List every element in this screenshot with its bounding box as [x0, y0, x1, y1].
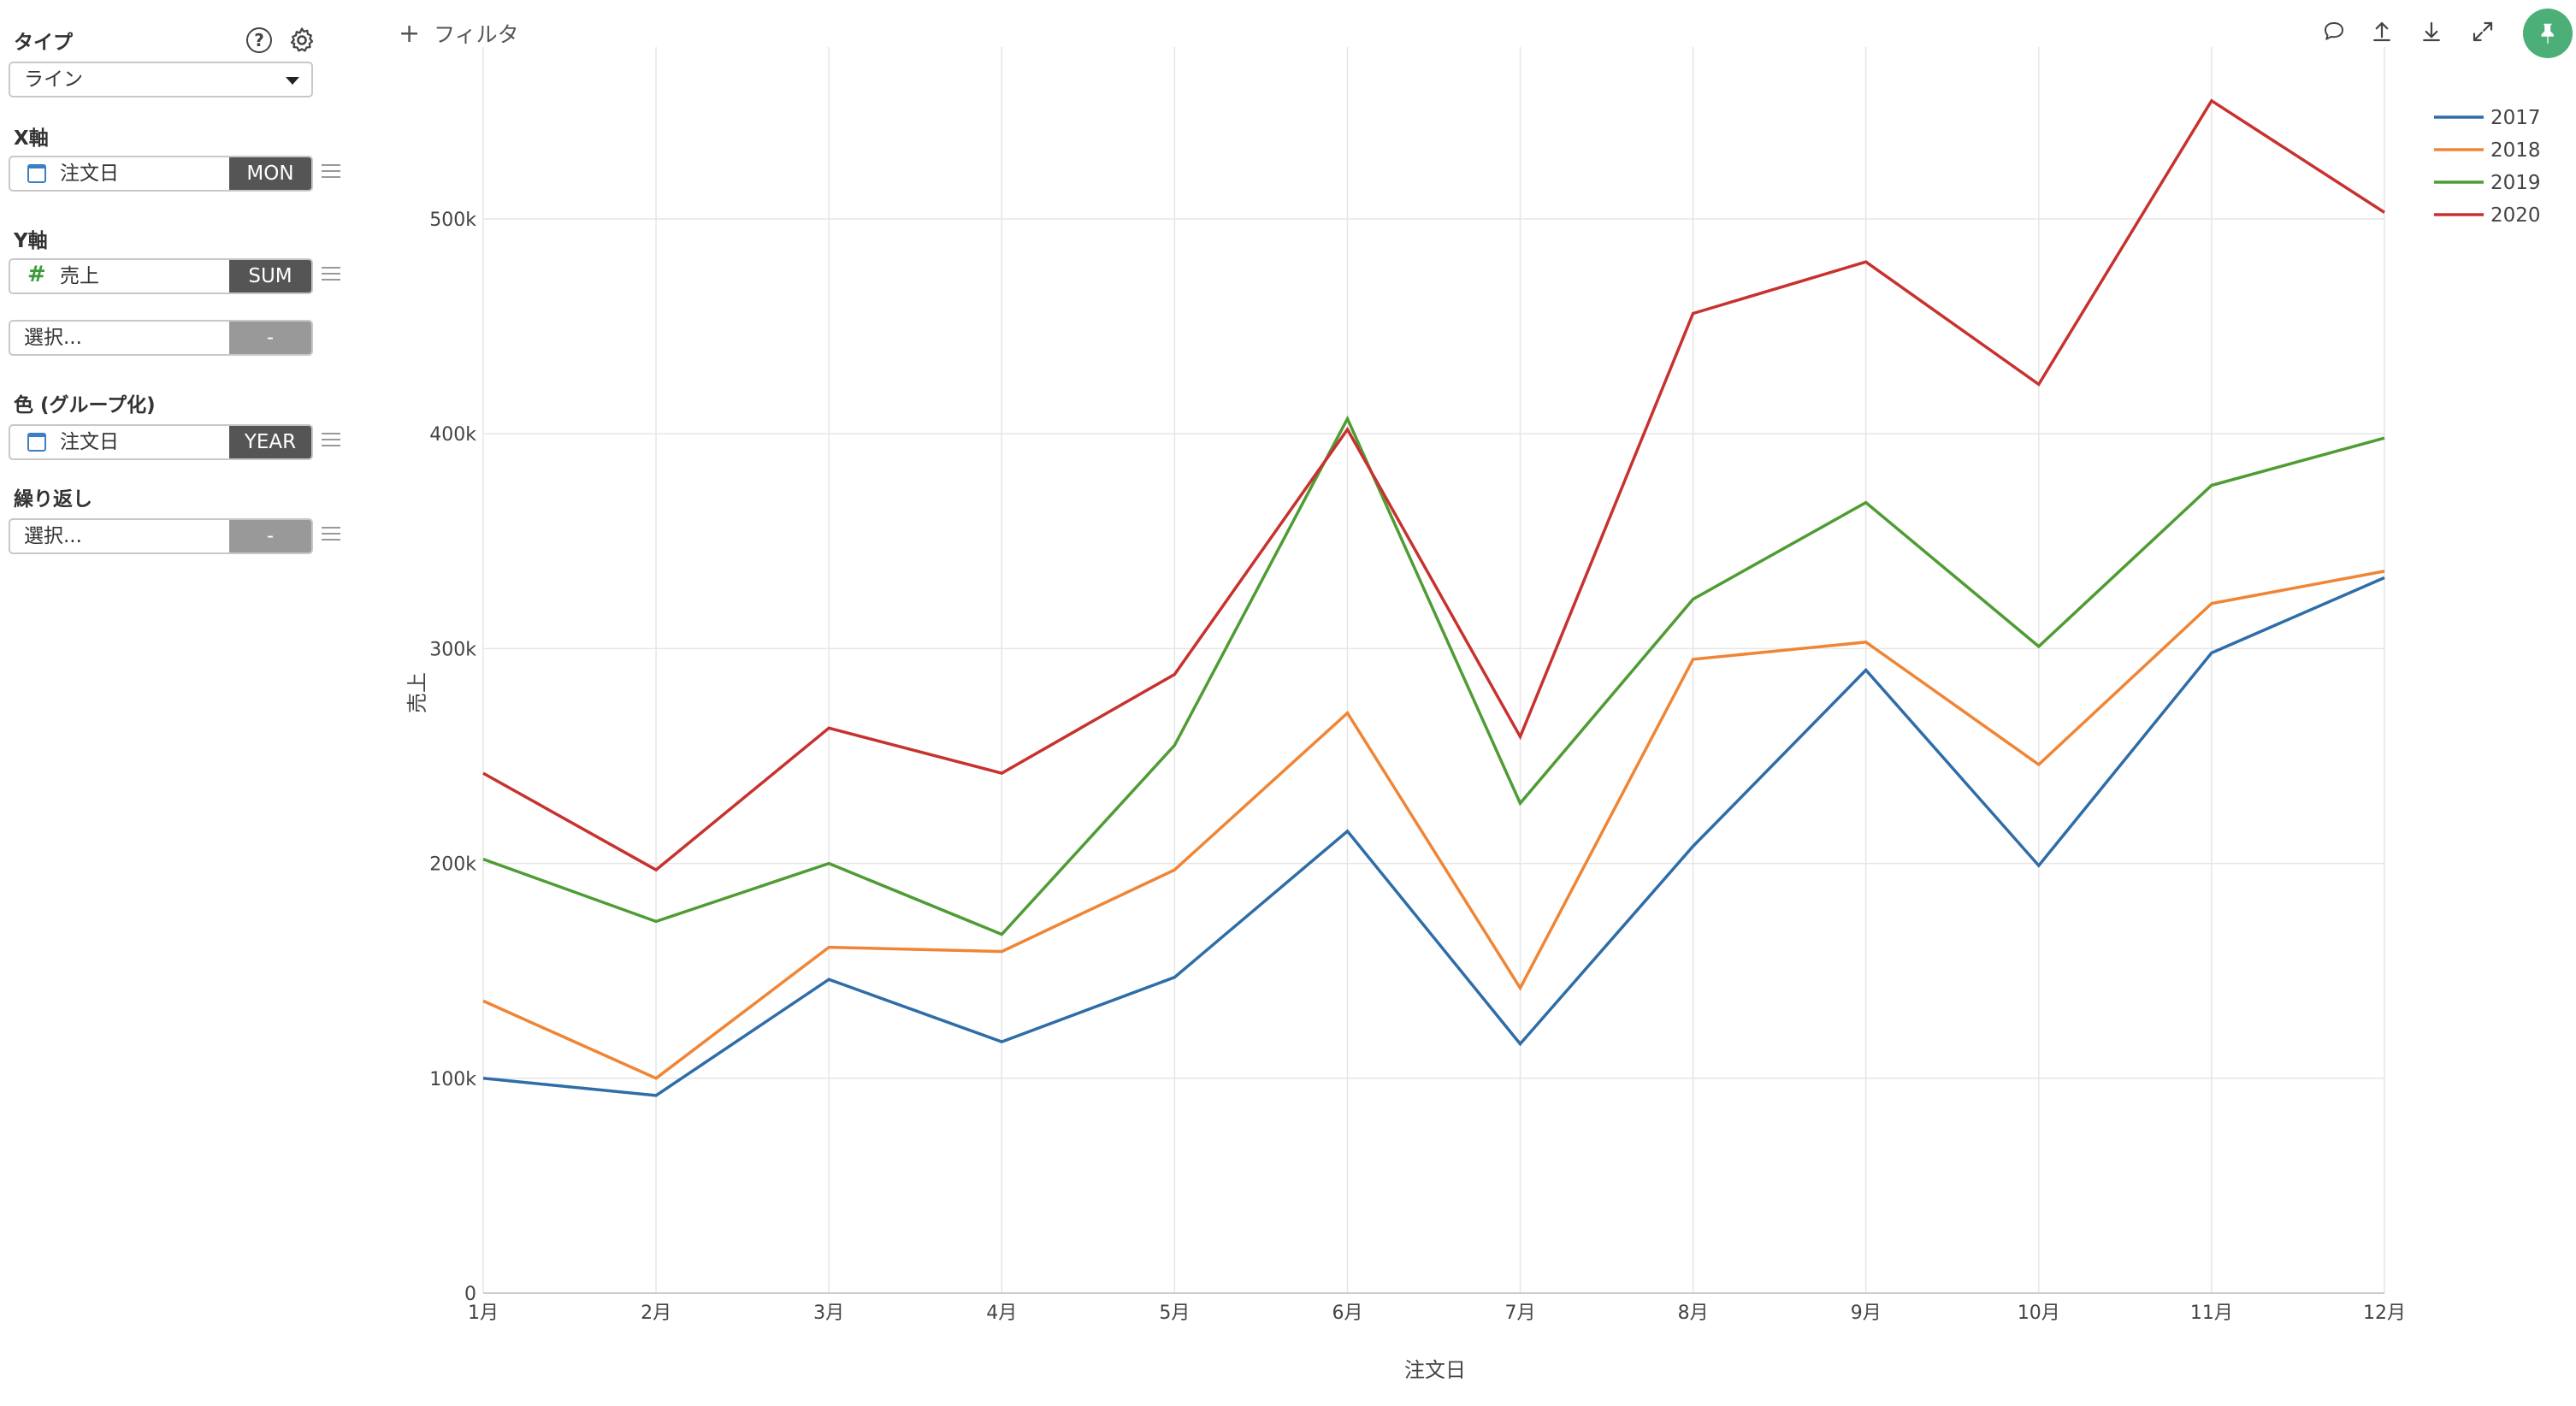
y-tick-label: 100k: [429, 1069, 476, 1090]
series-line-2017: [482, 576, 2385, 1097]
color-field[interactable]: 注文日 YEAR: [9, 424, 313, 460]
x-tick-label: 10月: [2018, 1303, 2060, 1324]
calendar-icon: [27, 164, 46, 183]
y-tick-label: 400k: [429, 424, 476, 446]
filter-label: フィルタ: [434, 22, 519, 47]
gear-icon[interactable]: [287, 26, 316, 55]
x-axis-field-name: 注文日: [60, 162, 119, 185]
repeat-aggregation-button[interactable]: -: [229, 520, 311, 552]
y-axis-field-name: 売上: [60, 265, 99, 287]
x-axis-field[interactable]: 注文日 MON: [9, 156, 313, 192]
hash-icon: #: [27, 262, 46, 287]
y-tick-label: 200k: [429, 854, 476, 876]
chart-legend: 2017 2018 2019 2020: [2434, 107, 2541, 227]
x-axis-aggregation-button[interactable]: MON: [229, 157, 311, 190]
chart-grid: [482, 47, 2385, 1294]
expand-icon[interactable]: [2470, 19, 2496, 44]
x-tick-labels: 1月 2月 3月 4月 5月 6月 7月 8月 9月 10月 11月 12月: [468, 1303, 2406, 1324]
y-axis-title: 売上: [405, 672, 429, 713]
repeat-menu-icon[interactable]: [322, 527, 340, 542]
x-tick-label: 1月: [468, 1303, 499, 1324]
y-axis-field-2[interactable]: 選択... -: [9, 320, 313, 356]
color-field-name: 注文日: [60, 431, 119, 453]
x-tick-label: 3月: [813, 1303, 844, 1324]
repeat-field[interactable]: 選択... -: [9, 518, 313, 554]
chart-type-select[interactable]: ライン: [9, 62, 313, 97]
legend-label: 2018: [2490, 139, 2541, 162]
comment-icon[interactable]: [2321, 19, 2347, 44]
legend-label: 2020: [2490, 204, 2541, 227]
y-axis-2-aggregation-button[interactable]: -: [229, 322, 311, 354]
series-line-2019: [482, 415, 2385, 936]
color-group-label: 色 (グループ化): [14, 394, 156, 416]
color-menu-icon[interactable]: [322, 433, 340, 448]
series-line-2020: [482, 98, 2385, 872]
y-axis-field[interactable]: # 売上 SUM: [9, 258, 313, 294]
pin-button[interactable]: [2523, 9, 2573, 58]
chart-type-value: ライン: [24, 68, 83, 91]
x-axis-title: 注文日: [1404, 1358, 1466, 1382]
y-tick-label: 300k: [429, 639, 476, 660]
type-label: タイプ: [14, 32, 73, 54]
y-axis-label: Y軸: [14, 230, 48, 252]
x-tick-label: 5月: [1159, 1303, 1190, 1324]
calendar-icon: [27, 433, 46, 452]
y-axis-menu-icon[interactable]: [322, 267, 340, 282]
pin-icon: [2541, 23, 2554, 44]
plus-icon: +: [399, 19, 421, 49]
series-line-2018: [482, 570, 2385, 1080]
x-axis-menu-icon[interactable]: [322, 164, 340, 180]
download-icon[interactable]: [2419, 19, 2444, 44]
upload-icon[interactable]: [2369, 19, 2395, 44]
chart-series: [482, 98, 2385, 1097]
help-icon[interactable]: ?: [246, 27, 272, 53]
x-tick-label: 6月: [1332, 1303, 1362, 1324]
legend-label: 2019: [2490, 172, 2541, 194]
x-tick-label: 7月: [1505, 1303, 1536, 1324]
y-axis-field-2-placeholder: 選択...: [24, 327, 82, 349]
color-aggregation-button[interactable]: YEAR: [229, 426, 311, 458]
repeat-field-placeholder: 選択...: [24, 525, 82, 547]
y-tick-label: 500k: [429, 210, 476, 231]
y-tick-label: 0: [464, 1284, 476, 1305]
x-tick-label: 2月: [641, 1303, 671, 1324]
legend-label: 2017: [2490, 107, 2541, 129]
x-tick-label: 4月: [986, 1303, 1017, 1324]
repeat-label: 繰り返し: [14, 488, 92, 511]
y-axis-aggregation-button[interactable]: SUM: [229, 260, 311, 292]
x-tick-label: 12月: [2363, 1303, 2406, 1324]
x-axis-label: X軸: [14, 127, 49, 150]
x-tick-label: 11月: [2190, 1303, 2233, 1324]
x-tick-label: 8月: [1678, 1303, 1709, 1324]
chart-config-sidebar: タイプ ? ライン X軸 注文日 MON Y軸 # 売上 SUM 選択... -: [0, 0, 359, 1406]
chevron-down-icon: [286, 77, 299, 85]
add-filter-button[interactable]: + フィルタ: [399, 17, 519, 51]
x-tick-label: 9月: [1851, 1303, 1882, 1324]
y-tick-labels: 0 100k 200k 300k 400k 500k: [429, 210, 476, 1305]
